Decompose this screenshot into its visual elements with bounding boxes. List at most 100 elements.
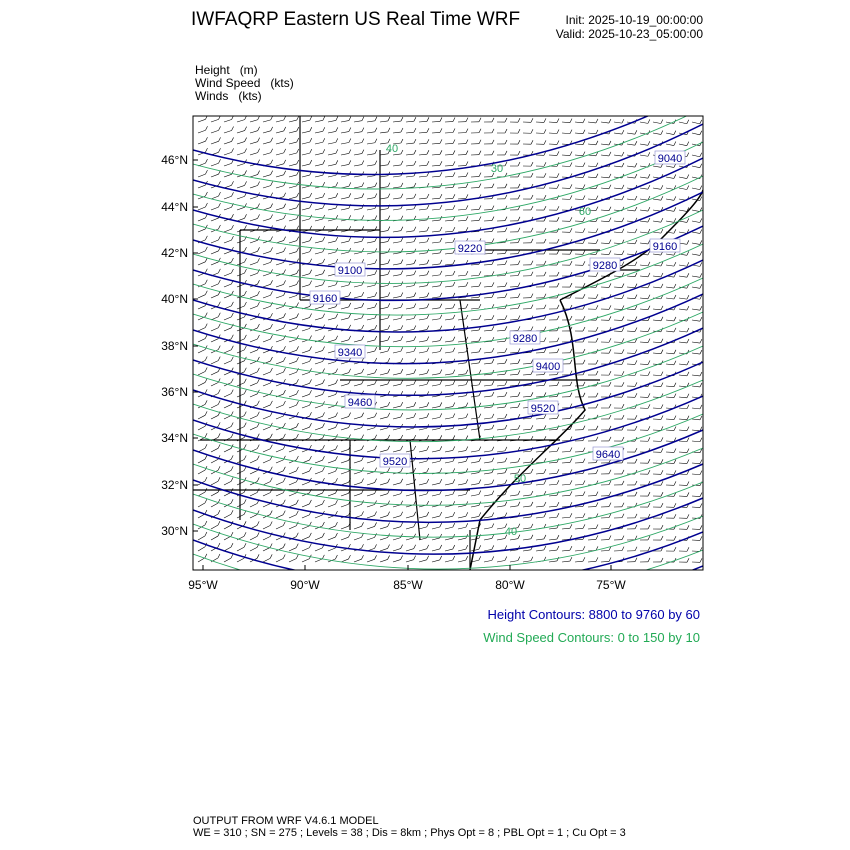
barb-flag [543, 205, 547, 211]
barb-flag [686, 141, 690, 146]
wind-barb [223, 411, 234, 420]
barb-shaft [353, 536, 362, 541]
wind-barb [548, 140, 560, 145]
wind-barb [509, 315, 521, 321]
barb-flag [270, 148, 273, 153]
wind-barb [652, 426, 664, 431]
barb-shaft [574, 143, 583, 145]
wind-barb [392, 303, 404, 310]
wind-barb [678, 262, 690, 267]
wind-speed-contour [193, 481, 703, 538]
barb-flag [387, 478, 390, 483]
barb-shaft [665, 176, 674, 179]
wind-barb [522, 556, 534, 563]
barb-shaft [522, 549, 531, 552]
barb-shaft [405, 307, 414, 310]
wind-barb [392, 116, 404, 123]
barb-flag [647, 119, 651, 124]
barb-shaft [236, 327, 245, 332]
barb-shaft [366, 460, 375, 464]
barb-flag [387, 116, 391, 122]
wind-barb [535, 293, 547, 299]
barb-shaft [301, 361, 310, 365]
barb-shaft [600, 187, 609, 190]
barb-flag [335, 149, 339, 154]
wind-barb [587, 502, 599, 508]
barb-flag [556, 238, 560, 244]
barb-shaft [340, 471, 349, 475]
barb-flag [296, 532, 299, 537]
wind-barb [470, 139, 482, 145]
barb-flag [256, 455, 260, 460]
wind-barb [366, 379, 377, 387]
barb-flag [374, 127, 378, 132]
barb-shaft [249, 547, 258, 552]
barb-flag [686, 514, 690, 519]
barb-flag [296, 170, 299, 176]
barb-shaft [431, 460, 440, 464]
barb-flag [673, 141, 677, 146]
barb-flag [283, 225, 286, 230]
barb-flag [647, 217, 651, 223]
barb-flag [634, 195, 638, 201]
wind-speed-contour [193, 175, 703, 253]
wind-barb [691, 174, 703, 179]
wind-barb [353, 138, 365, 145]
barb-shaft [535, 418, 544, 420]
barb-shaft [340, 372, 349, 376]
barb-flag [556, 304, 560, 310]
barb-flag [530, 304, 534, 309]
wind-barb [392, 149, 404, 156]
barb-flag [569, 118, 573, 123]
barb-shaft [288, 141, 297, 145]
barb-flag [374, 303, 378, 308]
barb-flag [283, 510, 286, 515]
barb-shaft [392, 307, 401, 310]
barb-flag [282, 554, 286, 559]
barb-flag [439, 128, 443, 133]
barb-shaft [262, 536, 271, 541]
barb-shaft [301, 163, 310, 167]
wind-barb [262, 554, 273, 563]
barb-flag [530, 326, 534, 331]
barb-flag [243, 532, 247, 537]
barb-flag [530, 534, 534, 539]
barb-shaft [600, 143, 609, 146]
wind-barb [249, 411, 260, 420]
barb-flag [647, 141, 651, 146]
barb-shaft [366, 427, 375, 431]
barb-shaft [366, 120, 375, 123]
wind-barb [379, 522, 390, 530]
barb-shaft [444, 252, 453, 255]
barb-shaft [210, 404, 219, 409]
wind-barb [327, 160, 339, 167]
barb-shaft [418, 384, 427, 387]
barb-flag [634, 404, 638, 409]
wind-barb [535, 479, 547, 486]
barb-shaft [301, 514, 310, 519]
barb-flag [543, 414, 547, 419]
barb-flag [556, 184, 560, 189]
barb-flag [569, 261, 573, 266]
barb-flag [491, 139, 495, 144]
height-label: 9280 [593, 260, 617, 272]
barb-flag [569, 315, 573, 321]
barb-flag [270, 159, 273, 164]
barb-flag [439, 226, 443, 232]
wind-barb [405, 347, 417, 354]
wind-barb [210, 290, 221, 299]
wind-barb [561, 458, 573, 464]
barb-shaft [210, 524, 219, 530]
wind-barb [262, 148, 273, 156]
wind-barb [652, 492, 664, 497]
wind-barb [639, 228, 651, 234]
barb-flag [530, 523, 534, 528]
wind-barb [600, 392, 612, 398]
barb-flag [660, 338, 664, 343]
wind-barb [691, 284, 703, 289]
barb-flag [621, 228, 625, 233]
barb-flag [426, 259, 430, 264]
wind-barb [691, 503, 703, 508]
wind-barb [366, 237, 378, 244]
wind-barb [223, 268, 234, 277]
